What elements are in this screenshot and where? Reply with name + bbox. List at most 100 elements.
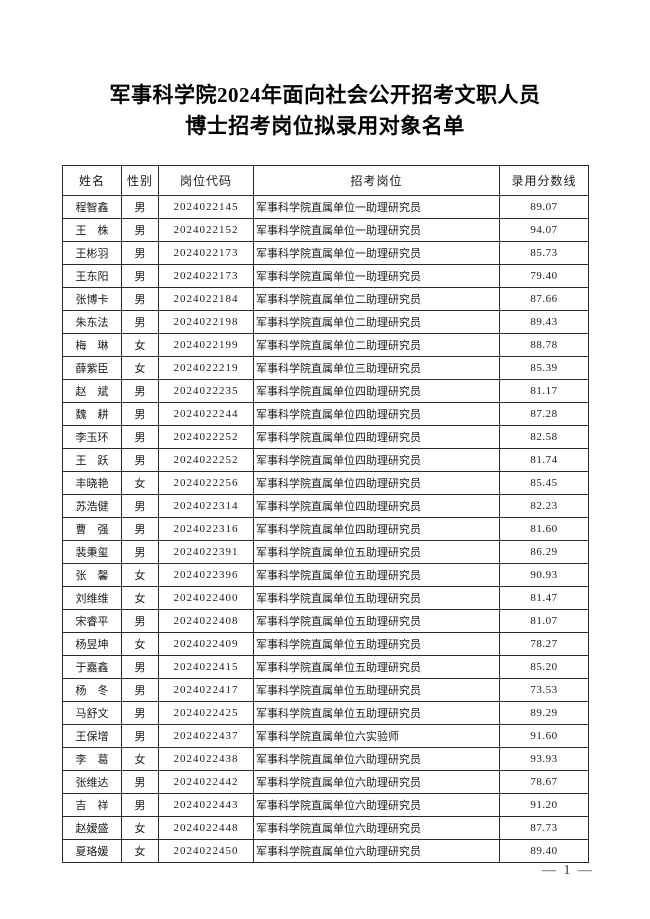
cell-name: 薛紫臣 xyxy=(62,356,122,380)
cell-score-cutoff: 81.07 xyxy=(499,609,589,633)
cell-position-code: 2024022173 xyxy=(158,264,254,288)
cell-name: 于嘉鑫 xyxy=(62,655,122,679)
title-line-2: 博士招考岗位拟录用对象名单 xyxy=(185,114,465,138)
table-row: 赵 斌男 2024022235 军事科学院直属单位四助理研究员 81.17 xyxy=(62,379,589,403)
cell-name: 吉 祥 xyxy=(62,793,122,817)
table-row: 张维达男 2024022442 军事科学院直属单位六助理研究员 78.67 xyxy=(62,770,589,794)
cell-name: 魏 耕 xyxy=(62,402,122,426)
cell-gender: 男 xyxy=(121,241,159,265)
table-row: 杨 冬男 2024022417 军事科学院直属单位五助理研究员 73.53 xyxy=(62,678,589,702)
cell-gender: 男 xyxy=(121,678,159,702)
cell-position-code: 2024022173 xyxy=(158,241,254,265)
cell-name: 张博卡 xyxy=(62,287,122,311)
cell-position-code: 2024022256 xyxy=(158,471,254,495)
cell-score-cutoff: 73.53 xyxy=(499,678,589,702)
cell-recruit-position: 军事科学院直属单位五助理研究员 xyxy=(253,586,500,610)
cell-name: 张 馨 xyxy=(62,563,122,587)
header-position-code: 岗位代码 xyxy=(158,165,254,196)
cell-name: 宋睿平 xyxy=(62,609,122,633)
cell-gender: 男 xyxy=(121,425,159,449)
cell-gender: 男 xyxy=(121,770,159,794)
cell-score-cutoff: 86.29 xyxy=(499,540,589,564)
cell-name: 刘维维 xyxy=(62,586,122,610)
cell-gender: 女 xyxy=(121,632,159,656)
cell-name: 杨昱坤 xyxy=(62,632,122,656)
cell-name: 赵 斌 xyxy=(62,379,122,403)
roster-table-body: 程智鑫男 2024022145 军事科学院直属单位一助理研究员 89.07 王 株男 20… xyxy=(62,195,589,863)
cell-score-cutoff: 89.07 xyxy=(499,195,589,219)
table-row: 苏浩健男 2024022314 军事科学院直属单位四助理研究员 82.23 xyxy=(62,494,589,518)
cell-position-code: 2024022316 xyxy=(158,517,254,541)
roster-table-header: 姓名 性别 岗位代码 招考岗位 录用分数线 xyxy=(62,165,589,196)
cell-name: 曹 强 xyxy=(62,517,122,541)
cell-score-cutoff: 89.43 xyxy=(499,310,589,334)
cell-position-code: 2024022438 xyxy=(158,747,254,771)
table-row: 刘维维女 2024022400 军事科学院直属单位五助理研究员 81.47 xyxy=(62,586,589,610)
cell-score-cutoff: 78.27 xyxy=(499,632,589,656)
cell-gender: 女 xyxy=(121,586,159,610)
cell-recruit-position: 军事科学院直属单位二助理研究员 xyxy=(253,310,500,334)
cell-position-code: 2024022152 xyxy=(158,218,254,242)
table-row: 夏珞媛女 2024022450 军事科学院直属单位六助理研究员 89.40 xyxy=(62,839,589,863)
cell-recruit-position: 军事科学院直属单位二助理研究员 xyxy=(253,287,500,311)
page-number: — 1 — xyxy=(542,863,594,878)
table-row: 宋睿平男 2024022408 军事科学院直属单位五助理研究员 81.07 xyxy=(62,609,589,633)
cell-position-code: 2024022448 xyxy=(158,816,254,840)
table-row: 王 跃男 2024022252 军事科学院直属单位四助理研究员 81.74 xyxy=(62,448,589,472)
cell-name: 裴秉玺 xyxy=(62,540,122,564)
header-row: 姓名 性别 岗位代码 招考岗位 录用分数线 xyxy=(62,165,589,196)
cell-name: 王彬羽 xyxy=(62,241,122,265)
cell-recruit-position: 军事科学院直属单位五助理研究员 xyxy=(253,701,500,725)
cell-position-code: 2024022409 xyxy=(158,632,254,656)
cell-position-code: 2024022145 xyxy=(158,195,254,219)
table-row: 李玉环男 2024022252 军事科学院直属单位四助理研究员 82.58 xyxy=(62,425,589,449)
cell-recruit-position: 军事科学院直属单位四助理研究员 xyxy=(253,471,500,495)
table-row: 程智鑫男 2024022145 军事科学院直属单位一助理研究员 89.07 xyxy=(62,195,589,219)
cell-score-cutoff: 85.73 xyxy=(499,241,589,265)
cell-position-code: 2024022391 xyxy=(158,540,254,564)
cell-score-cutoff: 87.28 xyxy=(499,402,589,426)
cell-gender: 男 xyxy=(121,310,159,334)
cell-recruit-position: 军事科学院直属单位四助理研究员 xyxy=(253,425,500,449)
cell-recruit-position: 军事科学院直属单位四助理研究员 xyxy=(253,448,500,472)
cell-recruit-position: 军事科学院直属单位二助理研究员 xyxy=(253,333,500,357)
cell-position-code: 2024022252 xyxy=(158,448,254,472)
cell-name: 李玉环 xyxy=(62,425,122,449)
cell-gender: 女 xyxy=(121,816,159,840)
table-row: 丰晓艳女 2024022256 军事科学院直属单位四助理研究员 85.45 xyxy=(62,471,589,495)
cell-recruit-position: 军事科学院直属单位六助理研究员 xyxy=(253,770,500,794)
table-row: 曹 强男 2024022316 军事科学院直属单位四助理研究员 81.60 xyxy=(62,517,589,541)
cell-recruit-position: 军事科学院直属单位四助理研究员 xyxy=(253,517,500,541)
cell-recruit-position: 军事科学院直属单位三助理研究员 xyxy=(253,356,500,380)
cell-name: 王 株 xyxy=(62,218,122,242)
cell-name: 苏浩健 xyxy=(62,494,122,518)
cell-position-code: 2024022415 xyxy=(158,655,254,679)
cell-position-code: 2024022425 xyxy=(158,701,254,725)
table-row: 王 株男 2024022152 军事科学院直属单位一助理研究员 94.07 xyxy=(62,218,589,242)
cell-score-cutoff: 91.60 xyxy=(499,724,589,748)
cell-position-code: 2024022244 xyxy=(158,402,254,426)
cell-recruit-position: 军事科学院直属单位四助理研究员 xyxy=(253,402,500,426)
cell-gender: 男 xyxy=(121,724,159,748)
cell-position-code: 2024022219 xyxy=(158,356,254,380)
cell-recruit-position: 军事科学院直属单位五助理研究员 xyxy=(253,678,500,702)
cell-position-code: 2024022199 xyxy=(158,333,254,357)
table-row: 王彬羽男 2024022173 军事科学院直属单位一助理研究员 85.73 xyxy=(62,241,589,265)
table-row: 张 馨女 2024022396 军事科学院直属单位五助理研究员 90.93 xyxy=(62,563,589,587)
cell-gender: 男 xyxy=(121,379,159,403)
cell-recruit-position: 军事科学院直属单位一助理研究员 xyxy=(253,218,500,242)
cell-name: 王保增 xyxy=(62,724,122,748)
cell-name: 李 葛 xyxy=(62,747,122,771)
cell-position-code: 2024022235 xyxy=(158,379,254,403)
cell-score-cutoff: 78.67 xyxy=(499,770,589,794)
cell-gender: 男 xyxy=(121,264,159,288)
cell-position-code: 2024022442 xyxy=(158,770,254,794)
cell-recruit-position: 军事科学院直属单位一助理研究员 xyxy=(253,264,500,288)
cell-recruit-position: 军事科学院直属单位五助理研究员 xyxy=(253,609,500,633)
table-row: 于嘉鑫男 2024022415 军事科学院直属单位五助理研究员 85.20 xyxy=(62,655,589,679)
table-row: 魏 耕男 2024022244 军事科学院直属单位四助理研究员 87.28 xyxy=(62,402,589,426)
cell-recruit-position: 军事科学院直属单位五助理研究员 xyxy=(253,563,500,587)
cell-name: 赵嫒盛 xyxy=(62,816,122,840)
cell-score-cutoff: 89.40 xyxy=(499,839,589,863)
cell-gender: 女 xyxy=(121,839,159,863)
